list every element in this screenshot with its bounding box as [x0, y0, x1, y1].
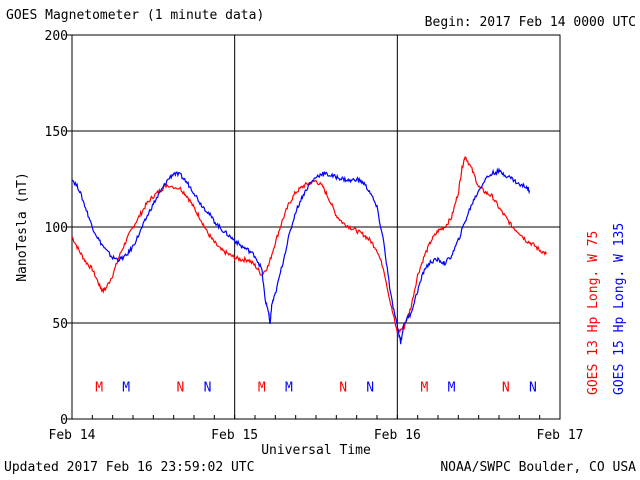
y-tick-label: 50	[52, 317, 68, 332]
annotation-n: N	[529, 380, 537, 395]
series-line-goes15	[71, 167, 531, 345]
credit: NOAA/SWPC Boulder, CO USA	[440, 460, 636, 475]
annotation-m: M	[448, 380, 456, 395]
annotation-n: N	[502, 380, 510, 395]
x-axis-label: Universal Time	[261, 443, 371, 458]
annotation-m: M	[421, 380, 429, 395]
y-tick-label: 150	[45, 125, 68, 140]
annotation-m: M	[258, 380, 266, 395]
annotation-n: N	[339, 380, 347, 395]
annotation-m: M	[122, 380, 130, 395]
y-tick-label: 100	[45, 221, 68, 236]
annotation-m: M	[285, 380, 293, 395]
series-line-goes13	[71, 155, 547, 334]
annotation-n: N	[177, 380, 185, 395]
y-tick-label: 0	[60, 413, 68, 428]
annotation-m: M	[95, 380, 103, 395]
updated-timestamp: Updated 2017 Feb 16 23:59:02 UTC	[4, 460, 255, 475]
y-axis-label: NanoTesla (nT)	[15, 172, 30, 282]
y-tick-label: 200	[45, 29, 68, 44]
x-tick-label: Feb 17	[537, 428, 584, 443]
annotation-n: N	[204, 380, 212, 395]
legend-goes15: GOES 15 Hp Long. W 135	[612, 223, 627, 395]
x-tick-label: Feb 16	[374, 428, 421, 443]
annotation-n: N	[366, 380, 374, 395]
chart-title: GOES Magnetometer (1 minute data)	[6, 8, 265, 23]
begin-time: Begin: 2017 Feb 14 0000 UTC	[424, 15, 636, 30]
x-tick-label: Feb 14	[49, 428, 96, 443]
legend-goes13: GOES 13 Hp Long. W 75	[586, 231, 601, 395]
x-tick-label: Feb 15	[211, 428, 258, 443]
